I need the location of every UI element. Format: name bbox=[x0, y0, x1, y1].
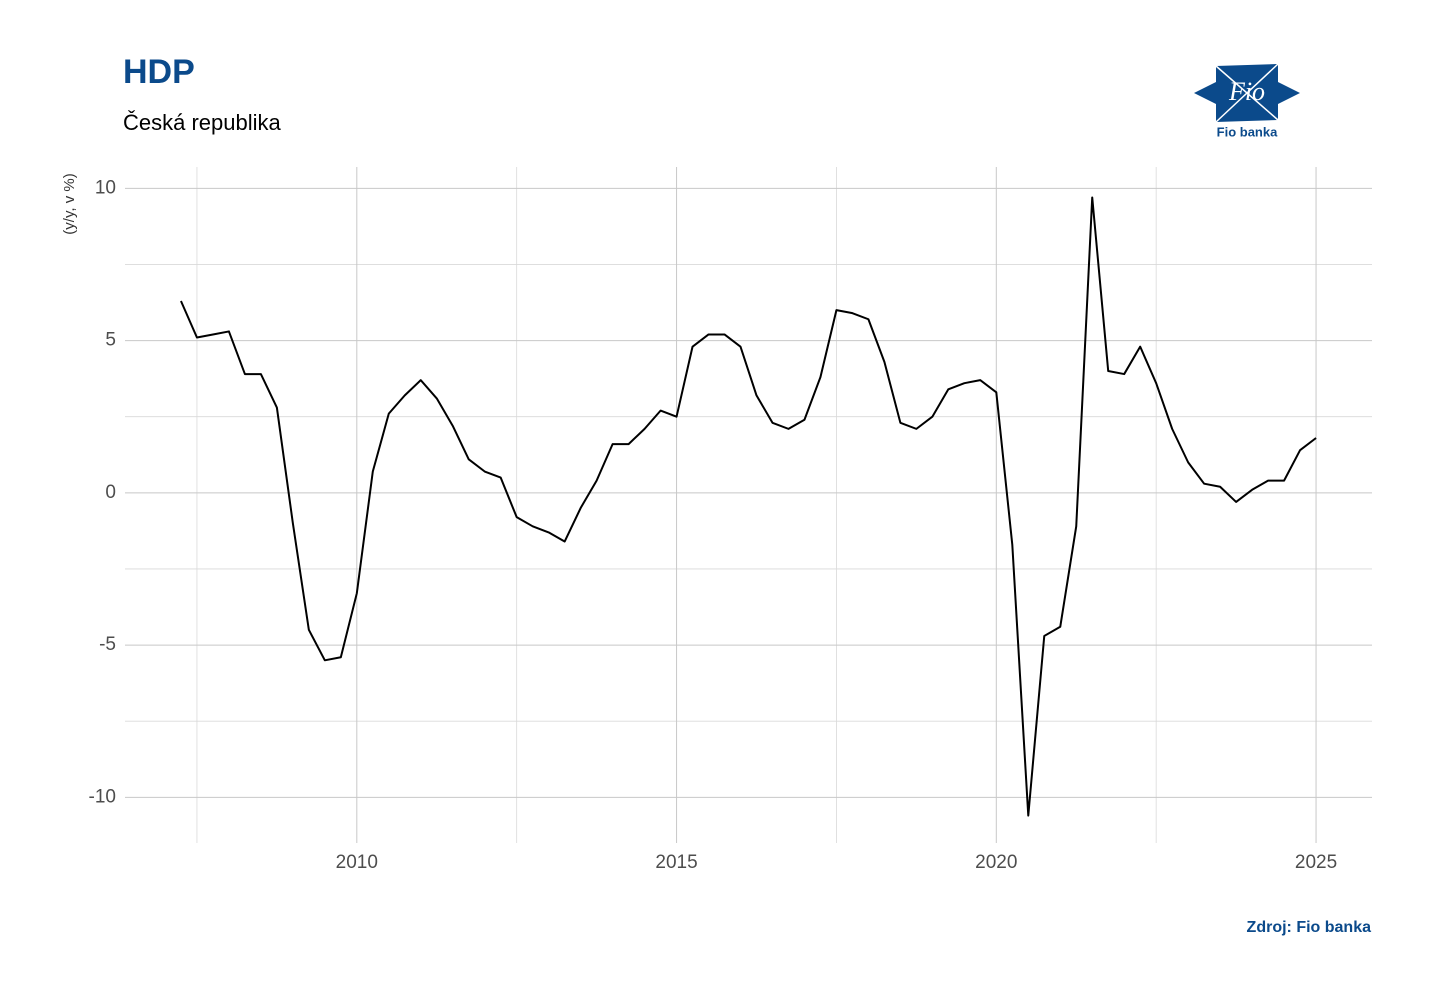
logo-line bbox=[1215, 63, 1279, 123]
x-tick-label: 2025 bbox=[1295, 852, 1337, 873]
data-line bbox=[180, 196, 1317, 817]
y-tick-label: 0 bbox=[105, 482, 116, 503]
y-axis-label: (y/y, v %) bbox=[61, 173, 78, 234]
y-tick-label: 10 bbox=[95, 177, 116, 198]
x-tick-label: 2010 bbox=[336, 852, 378, 873]
logo: Fio Fio banka bbox=[1194, 63, 1300, 139]
x-tick-label: 2015 bbox=[655, 852, 697, 873]
y-tick-label: -5 bbox=[99, 634, 116, 655]
x-tick-label: 2020 bbox=[975, 852, 1017, 873]
logo-mark: Fio bbox=[1228, 77, 1265, 106]
logo-name: Fio banka bbox=[1217, 124, 1278, 139]
chart-subtitle: Česká republika bbox=[123, 110, 282, 135]
y-tick-label: 5 bbox=[105, 330, 116, 351]
chart-title: HDP bbox=[123, 53, 195, 91]
source: Zdroj: Fio banka bbox=[1247, 919, 1372, 936]
y-tick-label: -10 bbox=[89, 786, 116, 807]
